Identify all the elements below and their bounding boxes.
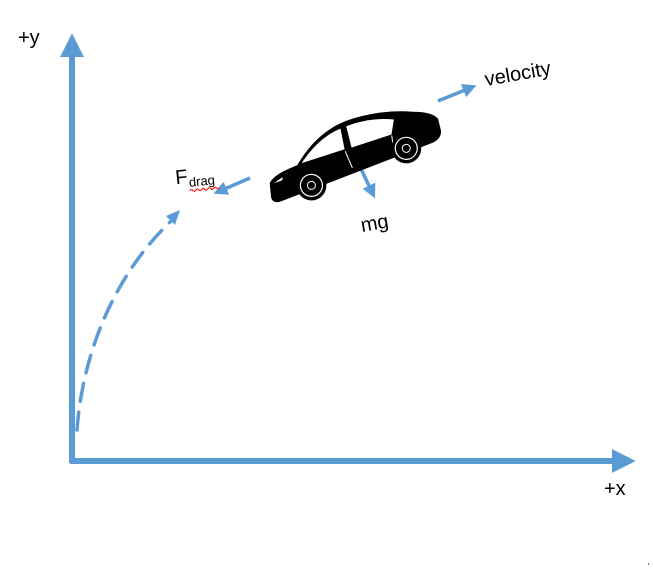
gravity-label: mg <box>359 210 390 236</box>
drag-arrow <box>213 176 251 195</box>
y-axis-label: +y <box>18 27 40 49</box>
trajectory-path <box>75 210 180 432</box>
spellcheck-underline <box>189 186 221 192</box>
velocity-label: velocity <box>483 58 553 91</box>
velocity-arrow <box>437 84 477 103</box>
drag-label-main: F <box>174 166 188 189</box>
car-icon <box>269 111 442 203</box>
drag-label-sub: drag <box>188 172 215 190</box>
corner-mark: ' <box>648 562 650 570</box>
x-axis-label: +x <box>604 478 626 500</box>
gravity-arrow <box>359 168 376 199</box>
drag-label: F drag <box>174 166 221 192</box>
